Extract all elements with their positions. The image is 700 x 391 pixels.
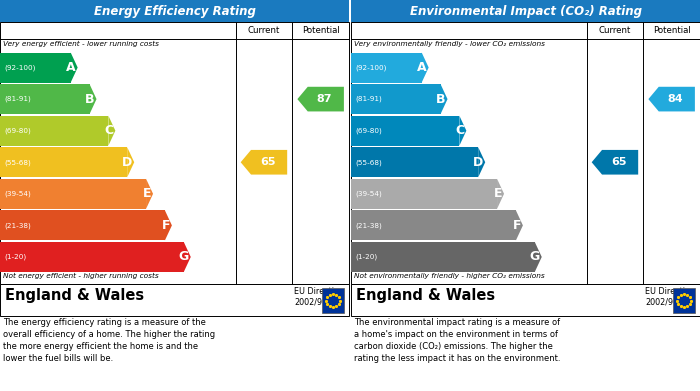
Bar	[351, 52, 421, 83]
Polygon shape	[592, 150, 638, 174]
Polygon shape	[108, 116, 116, 146]
Text: Current: Current	[248, 26, 280, 35]
Text: (81-91): (81-91)	[355, 96, 382, 102]
Text: F: F	[162, 219, 170, 232]
Bar	[673, 288, 695, 313]
Polygon shape	[241, 150, 287, 174]
Text: Very energy efficient - lower running costs: Very energy efficient - lower running co…	[3, 41, 159, 47]
Polygon shape	[478, 147, 485, 177]
Bar	[0, 284, 349, 316]
Polygon shape	[127, 147, 134, 177]
Text: Not environmentally friendly - higher CO₂ emissions: Not environmentally friendly - higher CO…	[354, 273, 545, 279]
Text: B: B	[85, 93, 95, 106]
Bar	[351, 0, 700, 22]
Text: 65: 65	[611, 157, 626, 167]
Polygon shape	[440, 84, 447, 114]
Bar	[0, 242, 183, 272]
Bar	[351, 210, 516, 240]
Polygon shape	[183, 242, 190, 272]
Text: Potential: Potential	[302, 26, 340, 35]
Polygon shape	[90, 84, 97, 114]
Text: (55-68): (55-68)	[355, 159, 382, 165]
Text: D: D	[473, 156, 483, 169]
Polygon shape	[421, 52, 428, 83]
Text: 87: 87	[316, 94, 332, 104]
Text: (69-80): (69-80)	[4, 127, 31, 134]
Bar	[351, 22, 700, 284]
Text: (92-100): (92-100)	[4, 64, 36, 71]
Bar	[0, 22, 349, 284]
Polygon shape	[71, 52, 78, 83]
Text: (39-54): (39-54)	[355, 190, 382, 197]
Text: (92-100): (92-100)	[355, 64, 386, 71]
Text: Current: Current	[598, 26, 631, 35]
Text: 65: 65	[260, 157, 275, 167]
Bar	[0, 210, 165, 240]
Text: Environmental Impact (CO₂) Rating: Environmental Impact (CO₂) Rating	[410, 5, 641, 18]
Text: B: B	[436, 93, 445, 106]
Polygon shape	[459, 116, 466, 146]
Polygon shape	[516, 210, 523, 240]
Text: Not energy efficient - higher running costs: Not energy efficient - higher running co…	[3, 273, 159, 279]
Bar	[0, 52, 71, 83]
Polygon shape	[648, 87, 695, 111]
Bar	[351, 116, 459, 146]
Text: (1-20): (1-20)	[355, 254, 377, 260]
Text: Potential: Potential	[653, 26, 690, 35]
Text: (21-38): (21-38)	[355, 222, 382, 229]
Bar	[351, 284, 700, 316]
Text: 84: 84	[668, 94, 683, 104]
Text: The environmental impact rating is a measure of
a home's impact on the environme: The environmental impact rating is a mea…	[354, 318, 561, 364]
Polygon shape	[497, 179, 504, 209]
Text: The energy efficiency rating is a measure of the
overall efficiency of a home. T: The energy efficiency rating is a measur…	[3, 318, 215, 364]
Bar	[0, 84, 90, 114]
Bar	[0, 116, 108, 146]
Text: (21-38): (21-38)	[4, 222, 31, 229]
Text: (55-68): (55-68)	[4, 159, 31, 165]
Text: C: C	[455, 124, 464, 137]
Text: G: G	[178, 251, 189, 264]
Bar	[351, 179, 497, 209]
Bar	[351, 84, 440, 114]
Bar	[351, 147, 478, 177]
Text: (81-91): (81-91)	[4, 96, 31, 102]
Bar	[0, 179, 146, 209]
Text: England & Wales: England & Wales	[5, 288, 144, 303]
Text: Energy Efficiency Rating: Energy Efficiency Rating	[94, 5, 256, 18]
Text: Very environmentally friendly - lower CO₂ emissions: Very environmentally friendly - lower CO…	[354, 41, 545, 47]
Bar	[0, 0, 349, 22]
Bar	[351, 242, 535, 272]
Polygon shape	[298, 87, 344, 111]
Text: E: E	[494, 187, 502, 200]
Polygon shape	[165, 210, 172, 240]
Text: (1-20): (1-20)	[4, 254, 26, 260]
Bar	[322, 288, 344, 313]
Polygon shape	[535, 242, 542, 272]
Text: EU Directive
2002/91/EC: EU Directive 2002/91/EC	[294, 287, 344, 307]
Text: A: A	[66, 61, 76, 74]
Bar	[0, 147, 127, 177]
Text: F: F	[512, 219, 521, 232]
Polygon shape	[146, 179, 153, 209]
Text: (39-54): (39-54)	[4, 190, 31, 197]
Text: England & Wales: England & Wales	[356, 288, 495, 303]
Text: EU Directive
2002/91/EC: EU Directive 2002/91/EC	[645, 287, 694, 307]
Text: A: A	[417, 61, 427, 74]
Text: (69-80): (69-80)	[355, 127, 382, 134]
Text: E: E	[143, 187, 151, 200]
Text: D: D	[122, 156, 132, 169]
Text: C: C	[104, 124, 113, 137]
Text: G: G	[529, 251, 540, 264]
